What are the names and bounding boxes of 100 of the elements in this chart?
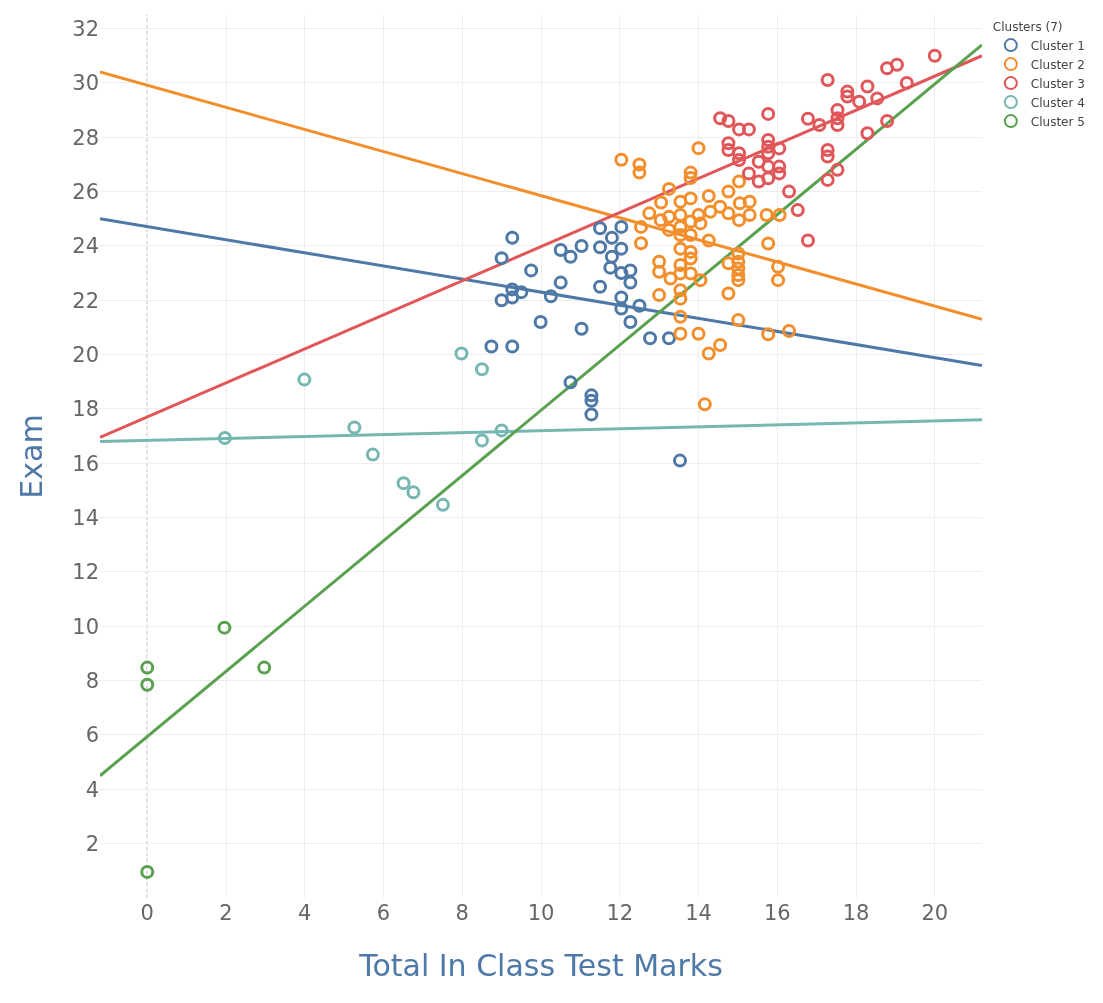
point [396,476,411,491]
point [889,57,904,72]
point [505,339,520,354]
point [713,111,728,126]
legend-label: Cluster 4 [1030,95,1085,110]
x-tick-label: 0 [140,901,154,925]
point [474,433,489,448]
point [604,230,619,245]
point [721,143,736,158]
y-tick-label: 10 [72,614,99,639]
point [543,289,558,304]
point [772,159,787,174]
point [860,79,875,94]
point [217,620,232,635]
point [614,301,629,316]
point [751,174,766,189]
point [880,113,895,128]
point [927,48,942,63]
point [643,331,658,346]
point [721,136,736,151]
point [830,103,845,118]
point [761,171,776,186]
point [574,321,589,336]
x-tick-label: 10 [527,901,555,925]
point [140,864,155,879]
y-tick-label: 32 [72,16,99,41]
point [741,166,756,181]
point [732,122,747,137]
y-tick-label: 30 [72,71,99,96]
point [505,230,520,245]
legend-label: Cluster 3 [1030,76,1085,91]
point [614,290,629,305]
point [494,293,509,308]
point [584,393,599,408]
x-tick-label: 8 [455,901,469,925]
legend-label: Cluster 2 [1030,57,1085,72]
point [623,263,638,278]
point [732,146,747,161]
point [761,159,776,174]
x-tick-label: 4 [298,901,312,925]
point [140,677,155,692]
point [563,375,578,390]
y-tick-label: 22 [72,288,99,313]
point [505,290,520,305]
point [454,346,469,361]
point [790,203,805,218]
point [899,75,914,90]
point [840,89,855,104]
point [830,118,845,133]
point [761,132,776,147]
point [880,61,895,76]
point [782,184,797,199]
point [852,94,867,109]
point [870,91,885,106]
point [840,84,855,99]
y-tick-label: 6 [85,723,99,748]
point [820,72,835,87]
x-tick-label: 16 [763,901,791,925]
point [563,249,578,264]
point [593,240,608,255]
x-axis-title: Total In Class Test Marks [358,947,723,983]
point [632,298,647,313]
point [257,660,272,675]
x-tick-label: 6 [376,901,391,925]
point [623,315,638,330]
legend-label: Cluster 5 [1030,114,1085,129]
point [761,139,776,154]
y-tick-label: 14 [72,505,99,530]
point [820,172,835,187]
point [514,285,529,300]
point [772,166,787,181]
point [505,282,520,297]
point [812,118,827,133]
point [553,243,568,258]
point [614,266,629,281]
point [494,423,509,438]
x-tick-label: 14 [685,901,712,925]
x-tick-label: 2 [219,901,233,925]
point [751,154,766,169]
x-tick-label: 18 [842,901,870,925]
point [830,162,845,177]
point [347,420,362,435]
x-tick-label: 12 [606,901,634,925]
point [140,660,155,675]
point [297,372,312,387]
point [604,249,619,264]
point [721,113,736,128]
point [614,219,629,234]
y-tick-label: 20 [72,342,99,367]
point [484,339,499,354]
point [623,275,638,290]
point [800,111,815,126]
point [860,126,875,141]
y-tick-label: 8 [85,669,99,693]
point [593,221,608,236]
point [533,315,548,330]
point [820,149,835,164]
y-tick-label: 16 [72,451,99,476]
point [584,388,599,403]
y-tick-label: 2 [85,832,99,857]
